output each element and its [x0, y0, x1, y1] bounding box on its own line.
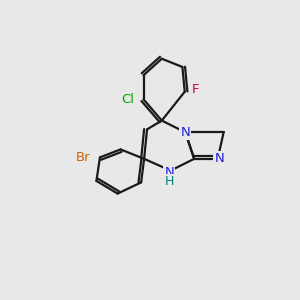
Text: N: N: [181, 126, 190, 139]
Text: H: H: [164, 175, 174, 188]
Text: Cl: Cl: [122, 93, 135, 106]
Text: N: N: [214, 152, 224, 165]
Text: F: F: [192, 83, 200, 96]
Text: N: N: [164, 166, 174, 178]
Text: Br: Br: [76, 151, 90, 164]
